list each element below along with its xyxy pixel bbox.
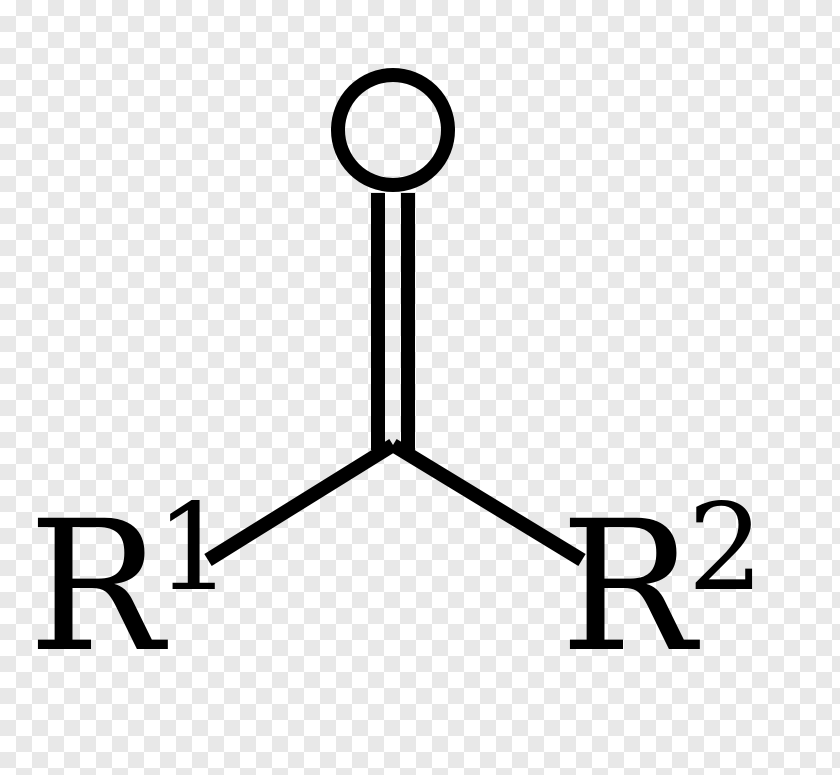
label-r2-text: R <box>560 498 696 678</box>
label-r1-text: R <box>28 498 164 678</box>
atom-o-ring <box>338 75 448 185</box>
label-r1: R1 <box>28 498 240 678</box>
bond-c-r2 <box>393 445 582 560</box>
label-r2: R2 <box>560 498 772 678</box>
label-r2-sup: 2 <box>688 479 764 618</box>
label-r1-sup: 1 <box>156 479 232 618</box>
